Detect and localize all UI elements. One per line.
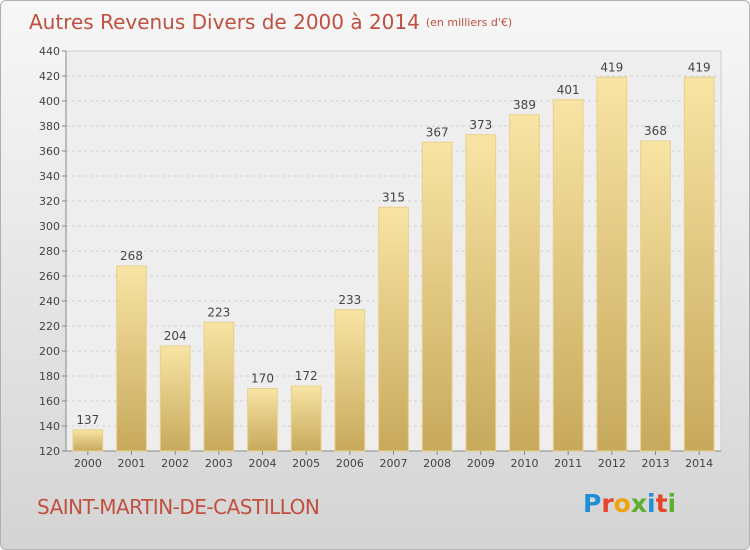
y-tick-label: 220: [39, 320, 60, 333]
x-tick-label: 2004: [249, 457, 277, 470]
y-tick-label: 340: [39, 170, 60, 183]
bar: [640, 140, 671, 452]
chart-title: Autres Revenus Divers de 2000 à 2014 (en …: [29, 10, 512, 34]
bar-value-label: 389: [513, 98, 536, 112]
x-tick-label: 2005: [292, 457, 320, 470]
bar: [378, 206, 409, 452]
logo-letter: P: [583, 489, 602, 518]
x-tick-label: 2007: [380, 457, 408, 470]
bar: [334, 309, 366, 452]
logo-letter: o: [613, 489, 631, 518]
bar: [552, 99, 584, 452]
unit-label: (en milliers d'€): [425, 16, 513, 29]
bar-value-label: 204: [164, 329, 187, 343]
bar: [509, 114, 540, 452]
x-tick-label: 2001: [118, 457, 146, 470]
y-tick-label: 180: [39, 370, 60, 383]
x-tick-label: 2009: [467, 457, 495, 470]
x-tick-label: 2006: [336, 457, 364, 470]
proxiti-logo: Proxiti: [583, 489, 676, 518]
bar: [421, 141, 453, 452]
bar-value-label: 233: [338, 293, 361, 307]
x-tick-label: 2012: [598, 457, 626, 470]
y-tick-label: 300: [39, 220, 60, 233]
bar-value-label: 373: [469, 118, 492, 132]
y-tick-label: 240: [39, 295, 60, 308]
y-tick-label: 280: [39, 245, 60, 258]
logo-letter: i: [667, 489, 677, 518]
bar: [116, 265, 147, 452]
logo-letter: r: [601, 489, 614, 518]
bar: [683, 76, 715, 452]
bar-value-label: 137: [76, 413, 99, 427]
bar: [596, 76, 628, 452]
bar-value-label: 367: [426, 125, 449, 139]
x-tick-label: 2002: [161, 457, 189, 470]
logo-letter: i: [647, 489, 656, 518]
bar: [465, 134, 497, 452]
x-tick-label: 2011: [554, 457, 582, 470]
x-tick-label: 2010: [511, 457, 539, 470]
bar-value-label: 172: [295, 369, 318, 383]
title-text: Autres Revenus Divers de 2000 à 2014: [29, 10, 420, 34]
bar-value-label: 223: [207, 305, 230, 319]
y-tick-label: 200: [39, 345, 60, 358]
bar: [290, 385, 322, 452]
y-tick-label: 160: [39, 395, 60, 408]
y-tick-label: 320: [39, 195, 60, 208]
y-tick-label: 380: [39, 120, 60, 133]
y-tick-label: 400: [39, 95, 60, 108]
logo-letter: x: [630, 489, 647, 518]
x-tick-label: 2003: [205, 457, 233, 470]
y-tick-label: 420: [39, 70, 60, 83]
bar: [72, 429, 104, 452]
x-tick-label: 2008: [423, 457, 451, 470]
y-tick-label: 440: [39, 45, 60, 58]
bar-value-label: 170: [251, 372, 274, 386]
bar-value-label: 419: [688, 60, 711, 74]
bar: [247, 388, 278, 452]
y-tick-label: 360: [39, 145, 60, 158]
bar-value-label: 419: [600, 60, 623, 74]
bar-value-label: 368: [644, 124, 667, 138]
bar: [203, 321, 235, 452]
y-tick-label: 140: [39, 420, 60, 433]
logo-letter: t: [655, 489, 668, 518]
y-tick-label: 260: [39, 270, 60, 283]
location-name: SAINT-MARTIN-DE-CASTILLON: [37, 495, 320, 519]
bar: [159, 345, 191, 452]
y-tick-label: 120: [39, 445, 60, 458]
bar-value-label: 315: [382, 190, 405, 204]
x-tick-label: 2013: [642, 457, 670, 470]
bar-value-label: 268: [120, 249, 143, 263]
bar-value-label: 401: [557, 83, 580, 97]
x-tick-label: 2014: [685, 457, 713, 470]
x-tick-label: 2000: [74, 457, 102, 470]
